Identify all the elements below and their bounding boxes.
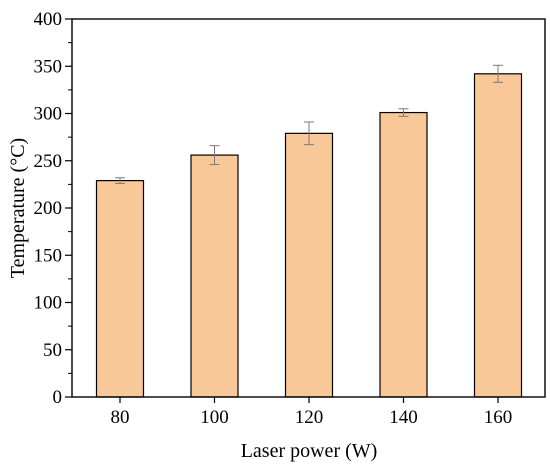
x-tick-label-140: 140 xyxy=(389,407,418,428)
ticks-layer: 0 50 100 150 200 250 300 350 400 80 100 120 140 160 xyxy=(34,9,513,428)
error-bars-layer xyxy=(115,64,503,184)
bar-160 xyxy=(473,73,523,398)
x-axis-label: Laser power (W) xyxy=(241,440,378,462)
y-tick-label-150: 150 xyxy=(34,245,63,266)
x-tick-label-100: 100 xyxy=(200,407,229,428)
y-tick-label-200: 200 xyxy=(34,198,63,219)
y-tick-label-250: 250 xyxy=(34,151,63,172)
y-tick-label-0: 0 xyxy=(53,387,63,408)
y-tick-label-300: 300 xyxy=(34,104,63,125)
bar-100 xyxy=(190,154,239,398)
y-axis-label: Temperature (°C) xyxy=(7,138,29,278)
bar-140 xyxy=(379,111,428,398)
y-tick-label-100: 100 xyxy=(34,293,63,314)
y-tick-label-400: 400 xyxy=(34,9,63,30)
y-tick-label-50: 50 xyxy=(43,340,62,361)
x-tick-label-160: 160 xyxy=(484,407,513,428)
bar-120 xyxy=(284,132,334,398)
bar-80 xyxy=(95,179,145,398)
x-tick-label-120: 120 xyxy=(295,407,324,428)
x-tick-label-80: 80 xyxy=(111,407,130,428)
y-tick-label-350: 350 xyxy=(34,56,63,77)
